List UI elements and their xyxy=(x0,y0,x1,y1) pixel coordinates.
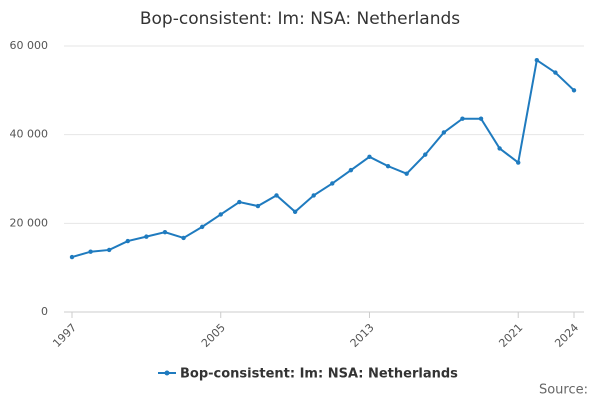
y-tick-label: 0 xyxy=(41,305,48,318)
point xyxy=(441,130,447,135)
x-tick-label: 2024 xyxy=(552,321,581,350)
legend-marker xyxy=(164,370,170,376)
point xyxy=(367,154,372,160)
point xyxy=(478,116,484,121)
point xyxy=(218,212,223,217)
x-tick-label: 1997 xyxy=(50,321,79,350)
chart-title: Bop-consistent: Im: NSA: Netherlands xyxy=(140,9,460,29)
point xyxy=(144,234,149,239)
point xyxy=(571,88,577,93)
point xyxy=(311,193,316,198)
point xyxy=(348,167,354,173)
point xyxy=(385,163,391,169)
line xyxy=(71,58,575,258)
point xyxy=(106,247,112,253)
point xyxy=(292,209,298,215)
x-tick-label: 2005 xyxy=(199,321,228,350)
x-tick-label: 2021 xyxy=(496,321,525,350)
y-tick-label: 60 000 xyxy=(10,39,49,52)
point xyxy=(404,171,409,176)
y-tick-label: 40 000 xyxy=(10,128,49,141)
point xyxy=(330,181,335,186)
y-tick-label: 20 000 xyxy=(10,216,49,229)
point xyxy=(460,116,465,121)
point xyxy=(274,193,279,198)
point xyxy=(88,249,93,254)
point xyxy=(125,238,130,244)
source: Source: xyxy=(539,383,588,398)
x-tick-label: 2013 xyxy=(348,321,377,350)
point xyxy=(237,199,242,205)
point xyxy=(497,146,502,151)
point xyxy=(181,235,186,241)
point xyxy=(516,160,521,165)
point xyxy=(255,203,261,209)
point xyxy=(69,254,75,260)
point xyxy=(162,230,168,235)
legend-label: Bop-consistent: Im: NSA: Netherlands xyxy=(180,367,458,382)
point xyxy=(423,152,428,157)
point xyxy=(199,224,205,230)
point xyxy=(553,70,558,75)
point xyxy=(534,57,540,63)
